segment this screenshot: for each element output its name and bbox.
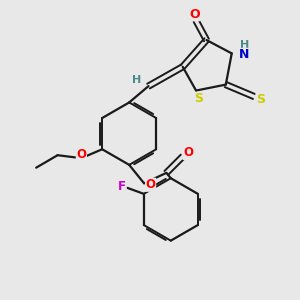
Text: S: S xyxy=(194,92,203,105)
Text: H: H xyxy=(240,40,249,50)
Text: O: O xyxy=(76,148,86,161)
Text: O: O xyxy=(189,8,200,21)
Text: H: H xyxy=(132,75,141,85)
Text: O: O xyxy=(183,146,193,160)
Text: O: O xyxy=(146,178,156,191)
Text: F: F xyxy=(118,180,126,193)
Text: N: N xyxy=(239,48,249,62)
Text: S: S xyxy=(256,93,265,106)
